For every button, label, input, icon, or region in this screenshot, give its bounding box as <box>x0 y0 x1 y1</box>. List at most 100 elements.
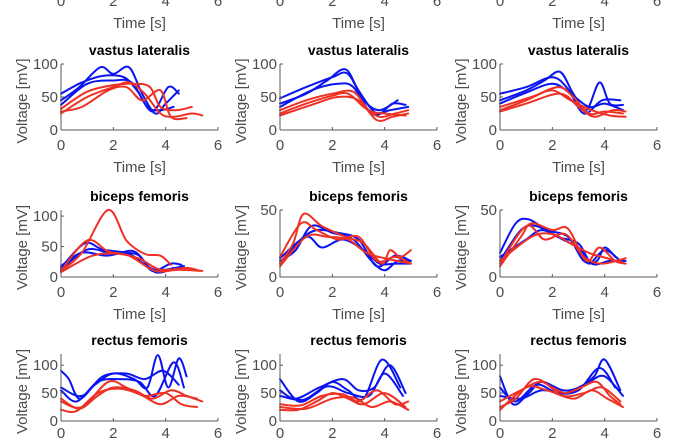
series-line-red <box>60 209 172 272</box>
subplot-title: vastus lateralis <box>89 42 190 58</box>
subplot: vastus lateralis 0 2 4 6 0 50 100 Time [s] Voltag… <box>233 42 441 176</box>
y-tick-label: 50 <box>260 385 277 402</box>
x-tick-label: 4 <box>161 137 169 154</box>
series-line-red <box>499 86 624 116</box>
x-tick-label: 2 <box>328 0 336 10</box>
series-line-red <box>60 387 199 413</box>
x-tick-label: 0 <box>496 0 504 10</box>
subplot: biceps femoris 0 2 4 6 0 50 Time [s] Voltage [mV… <box>453 188 661 323</box>
series-line-blue <box>499 70 624 112</box>
y-tick-label: 100 <box>472 56 497 73</box>
x-tick-label: 4 <box>161 284 169 301</box>
y-axis-label: Voltage [mV] <box>453 349 470 434</box>
y-tick-label: 100 <box>33 208 58 225</box>
x-tick-label: 4 <box>380 137 388 154</box>
y-tick-label: 0 <box>489 413 497 430</box>
x-tick-label: 0 <box>57 137 65 154</box>
y-tick-label: 100 <box>33 357 58 374</box>
series-line-red <box>499 232 627 265</box>
x-axis-label: Time [s] <box>552 159 605 176</box>
x-tick-label: 2 <box>548 0 556 10</box>
series-line-red <box>60 82 193 112</box>
x-tick-label: 6 <box>433 425 441 440</box>
y-axis-label: Voltage [mV] <box>14 205 31 290</box>
x-tick-label: 0 <box>276 137 284 154</box>
y-tick-label: 100 <box>252 357 277 374</box>
y-tick-label: 0 <box>269 413 277 430</box>
series-line-red <box>499 92 627 118</box>
subplot-title: rectus femoris <box>91 332 188 348</box>
series-line-red <box>279 395 410 411</box>
x-axis-label: Time [s] <box>332 159 385 176</box>
x-tick-label: 2 <box>548 137 556 154</box>
y-axis-label: Voltage [mV] <box>453 205 470 290</box>
series-line-red <box>279 95 410 122</box>
x-tick-label: 0 <box>496 137 504 154</box>
x-tick-label: 0 <box>496 284 504 301</box>
x-tick-label: 4 <box>380 284 388 301</box>
series-line-blue <box>279 364 407 400</box>
y-tick-label: 100 <box>33 56 58 73</box>
y-tick-label: 100 <box>252 56 277 73</box>
series-line-red <box>60 252 201 274</box>
y-axis-label: Voltage [mV] <box>233 349 250 434</box>
subplot-title: vastus lateralis <box>528 42 629 58</box>
x-tick-label: 6 <box>653 0 661 10</box>
subplot: biceps femoris 0 2 4 6 0 50 Time [s] Voltage [mV… <box>233 188 441 323</box>
x-tick-label: 2 <box>548 284 556 301</box>
x-tick-label: 2 <box>109 137 117 154</box>
x-tick-label: 6 <box>653 137 661 154</box>
x-tick-label: 6 <box>653 284 661 301</box>
series-line-red <box>60 380 199 409</box>
x-tick-label: 4 <box>600 0 608 10</box>
y-tick-label: 0 <box>50 413 58 430</box>
y-tick-label: 0 <box>50 122 58 139</box>
x-tick-label: 2 <box>109 0 117 10</box>
x-tick-label: 0 <box>57 284 65 301</box>
x-tick-label: 6 <box>214 284 222 301</box>
x-tick-label: 4 <box>161 425 169 440</box>
series-line-red <box>279 221 412 265</box>
x-tick-label: 6 <box>214 137 222 154</box>
x-tick-label: 2 <box>109 425 117 440</box>
x-tick-label: 0 <box>276 0 284 10</box>
subplot: vastus lateralis 0 2 4 6 0 50 100 Time [s] Voltag… <box>453 42 661 176</box>
y-tick-label: 50 <box>41 89 58 106</box>
series-line-blue <box>279 358 402 403</box>
y-tick-label: 50 <box>480 89 497 106</box>
y-tick-label: 0 <box>50 269 58 286</box>
y-tick-label: 50 <box>41 239 58 256</box>
y-tick-label: 0 <box>269 122 277 139</box>
x-tick-label: 2 <box>328 284 336 301</box>
x-axis-label: Time [s] <box>113 159 166 176</box>
series-line-blue <box>279 372 404 402</box>
y-tick-label: 50 <box>260 89 277 106</box>
x-tick-label: 6 <box>214 0 222 10</box>
x-tick-label: 0 <box>496 425 504 440</box>
x-axis-label: Time [s] <box>113 306 166 323</box>
series-line-blue <box>499 76 622 115</box>
x-tick-label: 0 <box>276 284 284 301</box>
subplot-title: rectus femoris <box>530 332 627 348</box>
x-axis-label: Time [s] <box>332 306 385 323</box>
x-tick-label: 0 <box>57 425 65 440</box>
y-axis-label: Voltage [mV] <box>14 349 31 434</box>
y-tick-label: 50 <box>480 202 497 219</box>
series-line-blue <box>279 82 410 116</box>
subplot-title: rectus femoris <box>310 332 407 348</box>
series-line-blue <box>499 358 622 406</box>
subplot-title: vastus lateralis <box>308 42 409 58</box>
series-line-red <box>499 224 627 265</box>
y-tick-label: 100 <box>472 357 497 374</box>
series-line-red <box>499 385 624 411</box>
series-line-blue <box>60 361 185 403</box>
x-tick-label: 4 <box>600 284 608 301</box>
y-axis-label: Voltage [mV] <box>233 205 250 290</box>
y-axis-label: Voltage [mV] <box>233 58 250 143</box>
series-line-red <box>499 377 622 409</box>
subplot-title: biceps femoris <box>90 188 189 204</box>
x-tick-label: 6 <box>653 425 661 440</box>
x-tick-label: 4 <box>380 425 388 440</box>
series-line-red <box>279 233 412 268</box>
